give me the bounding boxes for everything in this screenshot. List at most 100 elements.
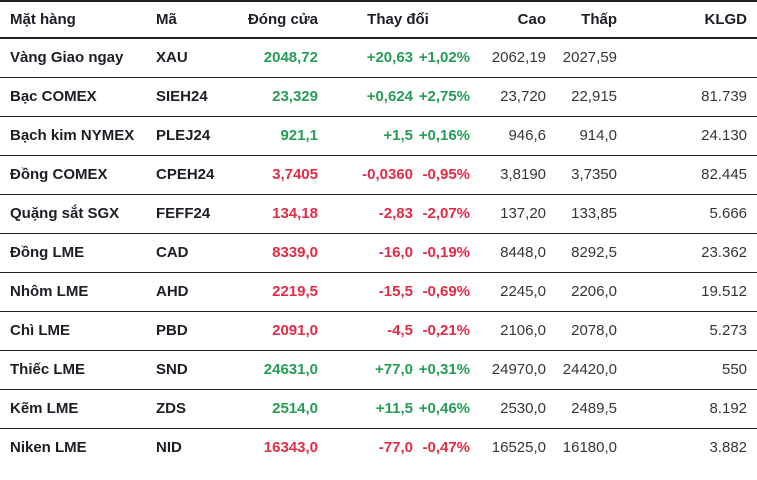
close-cell: 16343,0 (240, 427, 322, 467)
low-cell: 22,915 (550, 76, 622, 116)
volume-cell: 5.273 (621, 310, 757, 350)
high-cell: 2245,0 (474, 271, 551, 311)
change-cell: +20,63 (366, 49, 413, 67)
volume-cell: 3.882 (621, 427, 757, 467)
high-cell: 2530,0 (474, 388, 551, 428)
close-cell: 2048,72 (263, 49, 318, 67)
change-pct-cell: -0,95% (417, 154, 475, 194)
table-row[interactable]: Vàng Giao ngay XAU 2048,72 +20,63 +1,02%… (0, 38, 757, 77)
table-body: Vàng Giao ngay XAU 2048,72 +20,63 +1,02%… (0, 38, 757, 467)
volume-cell: 81.739 (621, 76, 757, 116)
col-header-close: Đóng cửa (240, 1, 322, 39)
code-cell: AHD (150, 271, 240, 311)
change-pct-cell: -0,21% (417, 310, 475, 350)
change-pct-cell: +0,46% (417, 388, 475, 428)
close-cell: 134,18 (240, 193, 322, 233)
col-header-low: Thấp (550, 1, 622, 39)
table-row[interactable]: Kẽm LME ZDS 2514,0 +11,5 +0,46% 2530,0 2… (0, 388, 757, 428)
change-cell: +11,5 (322, 388, 417, 428)
high-cell: 3,8190 (474, 154, 551, 194)
low-cell: 2078,0 (550, 310, 622, 350)
code-cell: ZDS (150, 388, 240, 428)
high-cell: 16525,0 (474, 427, 551, 467)
volume-cell: 82.445 (621, 154, 757, 194)
item-cell: Thiếc LME (0, 349, 150, 389)
code-cell: NID (150, 427, 240, 467)
change-pct-cell: -0,47% (417, 427, 475, 467)
high-cell: 2106,0 (474, 310, 551, 350)
close-cell: 8339,0 (240, 232, 322, 272)
code-cell: SND (150, 349, 240, 389)
table-row[interactable]: Thiếc LME SND 24631,0 +77,0 +0,31% 24970… (0, 349, 757, 389)
low-cell: 2027,59 (562, 49, 618, 67)
low-cell: 914,0 (550, 115, 622, 155)
high-cell: 23,720 (474, 76, 551, 116)
header-row: Mặt hàng Mã Đóng cửa Thay đổi Cao Thấp K… (0, 1, 757, 39)
table-row[interactable]: Đồng LME CAD 8339,0 -16,0 -0,19% 8448,0 … (0, 232, 757, 272)
low-cell: 3,7350 (550, 154, 622, 194)
low-cell: 2489,5 (550, 388, 622, 428)
code-cell: PBD (150, 310, 240, 350)
high-cell: 946,6 (474, 115, 551, 155)
item-cell: Nhôm LME (0, 271, 150, 311)
volume-cell: 19.512 (621, 271, 757, 311)
change-cell: -16,0 (322, 232, 417, 272)
change-cell: -77,0 (322, 427, 417, 467)
item-cell: Quặng sắt SGX (0, 193, 150, 233)
code-cell: CAD (150, 232, 240, 272)
table-row[interactable]: Bạc COMEX SIEH24 23,329 +0,624 +2,75% 23… (0, 76, 757, 116)
code-cell: FEFF24 (150, 193, 240, 233)
close-cell: 2219,5 (240, 271, 322, 311)
item-cell: Niken LME (0, 427, 150, 467)
change-pct-cell: -0,69% (417, 271, 475, 311)
change-cell: -15,5 (322, 271, 417, 311)
item-cell: Đồng COMEX (0, 154, 150, 194)
change-cell: +0,624 (322, 76, 417, 116)
change-cell: +1,5 (322, 115, 417, 155)
col-header-item: Mặt hàng (0, 1, 150, 39)
col-header-code: Mã (150, 1, 240, 39)
change-cell: -0,0360 (322, 154, 417, 194)
close-cell: 921,1 (240, 115, 322, 155)
volume-cell: 5.666 (621, 193, 757, 233)
close-cell: 3,7405 (240, 154, 322, 194)
item-cell: Kẽm LME (0, 388, 150, 428)
change-pct-cell: +2,75% (417, 76, 475, 116)
item-cell: Đồng LME (0, 232, 150, 272)
col-header-volume: KLGD (621, 1, 757, 39)
table-row[interactable]: Đồng COMEX CPEH24 3,7405 -0,0360 -0,95% … (0, 154, 757, 194)
item-cell: Vàng Giao ngay (10, 49, 124, 67)
high-cell: 24970,0 (474, 349, 551, 389)
high-cell: 2062,19 (491, 49, 547, 67)
code-cell: SIEH24 (150, 76, 240, 116)
change-cell: -2,83 (322, 193, 417, 233)
item-cell: Chì LME (0, 310, 150, 350)
change-pct-cell: +0,31% (417, 349, 475, 389)
low-cell: 8292,5 (550, 232, 622, 272)
volume-cell: 8.192 (621, 388, 757, 428)
change-cell: +77,0 (322, 349, 417, 389)
close-cell: 2514,0 (240, 388, 322, 428)
table-row[interactable]: Nhôm LME AHD 2219,5 -15,5 -0,69% 2245,0 … (0, 271, 757, 311)
table-row[interactable]: Quặng sắt SGX FEFF24 134,18 -2,83 -2,07%… (0, 193, 757, 233)
volume-cell (621, 38, 757, 77)
code-cell: PLEJ24 (150, 115, 240, 155)
change-cell: -4,5 (322, 310, 417, 350)
change-pct-cell: -2,07% (417, 193, 475, 233)
high-cell: 8448,0 (474, 232, 551, 272)
close-cell: 23,329 (240, 76, 322, 116)
col-header-high: Cao (474, 1, 551, 39)
table-row[interactable]: Bạch kim NYMEX PLEJ24 921,1 +1,5 +0,16% … (0, 115, 757, 155)
table-row[interactable]: Chì LME PBD 2091,0 -4,5 -0,21% 2106,0 20… (0, 310, 757, 350)
volume-cell: 23.362 (621, 232, 757, 272)
high-cell: 137,20 (474, 193, 551, 233)
code-cell: CPEH24 (150, 154, 240, 194)
code-cell: XAU (156, 49, 188, 67)
close-cell: 2091,0 (240, 310, 322, 350)
low-cell: 16180,0 (550, 427, 622, 467)
table-row[interactable]: Niken LME NID 16343,0 -77,0 -0,47% 16525… (0, 427, 757, 467)
col-header-change: Thay đổi (322, 1, 475, 39)
change-pct-cell: +0,16% (417, 115, 475, 155)
item-cell: Bạch kim NYMEX (0, 115, 150, 155)
low-cell: 133,85 (550, 193, 622, 233)
